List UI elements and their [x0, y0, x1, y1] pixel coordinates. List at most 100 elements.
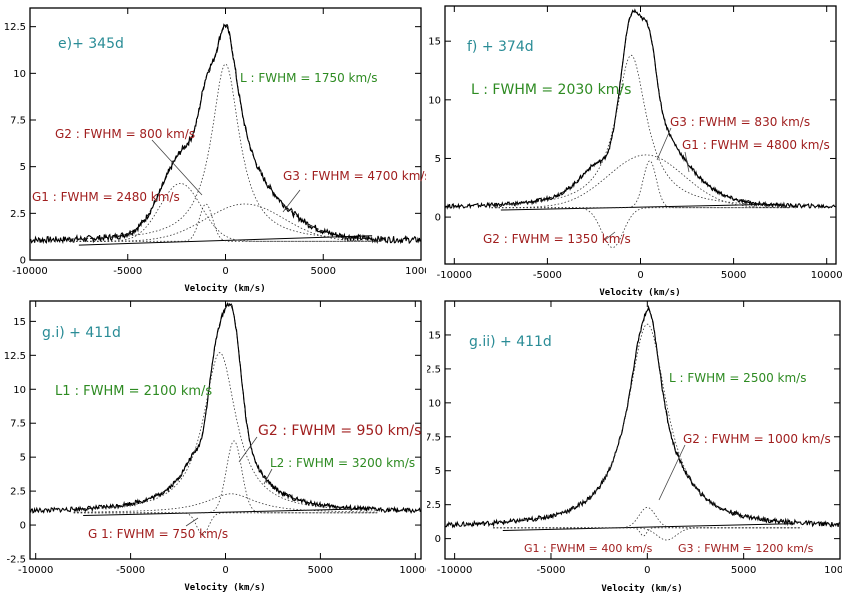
annotation-l: L : FWHM = 2030 km/s [471, 82, 631, 98]
y-tick-label: 15 [13, 317, 26, 328]
continuum-line [83, 508, 368, 517]
x-tick-label: 5000 [308, 565, 333, 576]
y-tick-label: 7.5 [10, 419, 26, 430]
panel-title: g.ii) + 411d [469, 334, 552, 350]
annotation-g3: G3 : FWHM = 830 km/s [670, 115, 810, 129]
panel-title: e)+ 345d [58, 36, 124, 52]
annotation-l2: L2 : FWHM = 3200 km/s [270, 456, 415, 470]
annotation-g1: G1 : FWHM = 400 km/s [524, 542, 653, 555]
x-tick-label: -5000 [533, 270, 562, 281]
annotation-g1: G1 : FWHM = 2480 km/s [32, 190, 180, 204]
total-fit-line [73, 303, 368, 510]
chart-e: -10000 -5000 0 5000 10000 0 2.5 5 7.5 10 12.5 e)+ … [4, 7, 437, 294]
ticks-layer: -10000 -5000 0 5000 10000 0 5 10 15 [428, 6, 842, 281]
x-tick-label: -5000 [113, 266, 142, 277]
y-tick-label: 15 [428, 330, 441, 341]
annotation-g2: G2 : FWHM = 800 km/s [55, 127, 195, 141]
component-l-line [491, 54, 790, 206]
panel-title: f) + 374d [467, 39, 534, 55]
y-tick-label: 12.5 [4, 351, 26, 362]
annotation-l1: L1 : FWHM = 2100 km/s [55, 384, 212, 399]
y-tick-label: 10 [13, 385, 26, 396]
continuum-line [502, 523, 792, 531]
chart-g-ii: -10000 -5000 0 5000 10000 0 2.5 5 7.5 10 12.5 15 g.… [419, 300, 842, 594]
total-fit-line [491, 10, 780, 206]
x-tick-label: -10000 [437, 270, 472, 281]
annotation-g1: G1 : FWHM = 4800 km/s [682, 138, 830, 152]
total-fit-line [69, 24, 372, 240]
component-l2-line [73, 493, 378, 513]
x-tick-label: -10000 [12, 266, 47, 277]
annotation-leader-g3 [282, 189, 301, 213]
component-g2-line [69, 203, 382, 242]
annotation-l: L : FWHM = 1750 km/s [240, 71, 377, 85]
y-tick-label: 7.5 [427, 432, 441, 443]
y-tick-label: 10 [428, 398, 441, 409]
annotation-leader-g3 [656, 127, 672, 161]
annotation-g2: G2 : FWHM = 1350 km/s [483, 232, 631, 246]
annotation-leader-g2 [604, 231, 616, 241]
component-l1-line [73, 352, 378, 511]
x-axis-label: Velocity (km/s) [184, 582, 265, 593]
y-tick-label: 10 [13, 69, 26, 80]
annotation-leader-l2 [263, 468, 273, 485]
component-g3-line [493, 527, 802, 541]
x-tick-label: 0 [222, 266, 228, 277]
y-tick-label: 2.5 [427, 500, 441, 511]
x-tick-label: 0 [637, 270, 643, 281]
ticks-layer: -10000 -5000 0 5000 10000 0 2.5 5 7.5 10 12.5 15 [419, 301, 842, 576]
y-tick-label: 5 [20, 453, 26, 464]
y-tick-label: 5 [435, 154, 441, 165]
y-tick-label: 5 [20, 162, 26, 173]
panel-g-ii: -10000 -5000 0 5000 10000 0 2.5 5 7.5 10 12.5 15 g.… [419, 297, 842, 596]
annotation-g1: G 1: FWHM = 750 km/s [88, 527, 228, 541]
chart-g-i: -10000 -5000 0 5000 10000 -2.5 0 2.5 5 7.5 10 12.5 1… [4, 300, 431, 593]
y-tick-label: -2.5 [6, 555, 26, 566]
y-tick-label: 5 [435, 466, 441, 477]
annotation-g3: G3 : FWHM = 1200 km/s [678, 542, 814, 555]
annotation-leader-g1 [684, 151, 690, 173]
chart-f: -10000 -5000 0 5000 10000 0 5 10 15 f) + 374d Ve… [428, 5, 842, 298]
panel-title: g.i) + 411d [42, 325, 121, 341]
x-tick-label: -10000 [18, 565, 53, 576]
plot-layer [30, 23, 421, 246]
x-axis-label: Velocity (km/s) [601, 583, 682, 594]
x-tick-label: 5000 [311, 266, 336, 277]
panel-f: -10000 -5000 0 5000 10000 0 5 10 15 f) + 374d Ve… [427, 0, 842, 298]
y-tick-label: 2.5 [10, 487, 26, 498]
annotation-leader-g2 [238, 436, 258, 463]
y-tick-label: 0 [20, 521, 26, 532]
x-axis-label: Velocity (km/s) [184, 283, 265, 294]
component-g1-line [491, 154, 790, 209]
y-tick-label: 10 [428, 95, 441, 106]
annotation-leader-g2 [658, 444, 686, 501]
component-l-line [69, 63, 382, 240]
annotation-l: L : FWHM = 2500 km/s [669, 371, 806, 385]
x-tick-label: 10000 [824, 565, 842, 576]
continuum-line [500, 203, 781, 211]
annotation-g3: G3 : FWHM = 4700 km/s [283, 169, 426, 183]
plot-layer [30, 301, 421, 536]
annotation-g2: G2 : FWHM = 1000 km/s [683, 432, 831, 446]
component-g1-line [493, 527, 802, 537]
annotation-g2: G2 : FWHM = 950 km/s [258, 423, 421, 439]
annotation-leader-g2 [151, 139, 203, 196]
x-tick-label: 10000 [811, 270, 842, 281]
observed-spectrum-line [445, 304, 840, 529]
ticks-layer: -10000 -5000 0 5000 10000 -2.5 0 2.5 5 7.5 10 12.5 1… [4, 301, 431, 576]
y-tick-label: 0 [435, 213, 441, 224]
x-tick-label: 0 [222, 565, 228, 576]
panel-e: -10000 -5000 0 5000 10000 0 2.5 5 7.5 10 12.5 e)+ … [0, 0, 437, 296]
y-tick-label: 0 [20, 256, 26, 267]
x-tick-label: 5000 [721, 270, 746, 281]
x-tick-label: -5000 [536, 565, 565, 576]
plot-layer [445, 8, 836, 248]
x-axis-label: Velocity (km/s) [599, 287, 680, 296]
component-g2-line [491, 207, 790, 248]
panel-g-i: -10000 -5000 0 5000 10000 -2.5 0 2.5 5 7.5 10 12.5 1… [0, 297, 431, 596]
component-g2-line [73, 440, 378, 514]
x-tick-label: -5000 [116, 565, 145, 576]
y-tick-label: 7.5 [10, 116, 26, 127]
x-tick-label: -10000 [437, 565, 472, 576]
x-tick-label: 0 [644, 565, 650, 576]
